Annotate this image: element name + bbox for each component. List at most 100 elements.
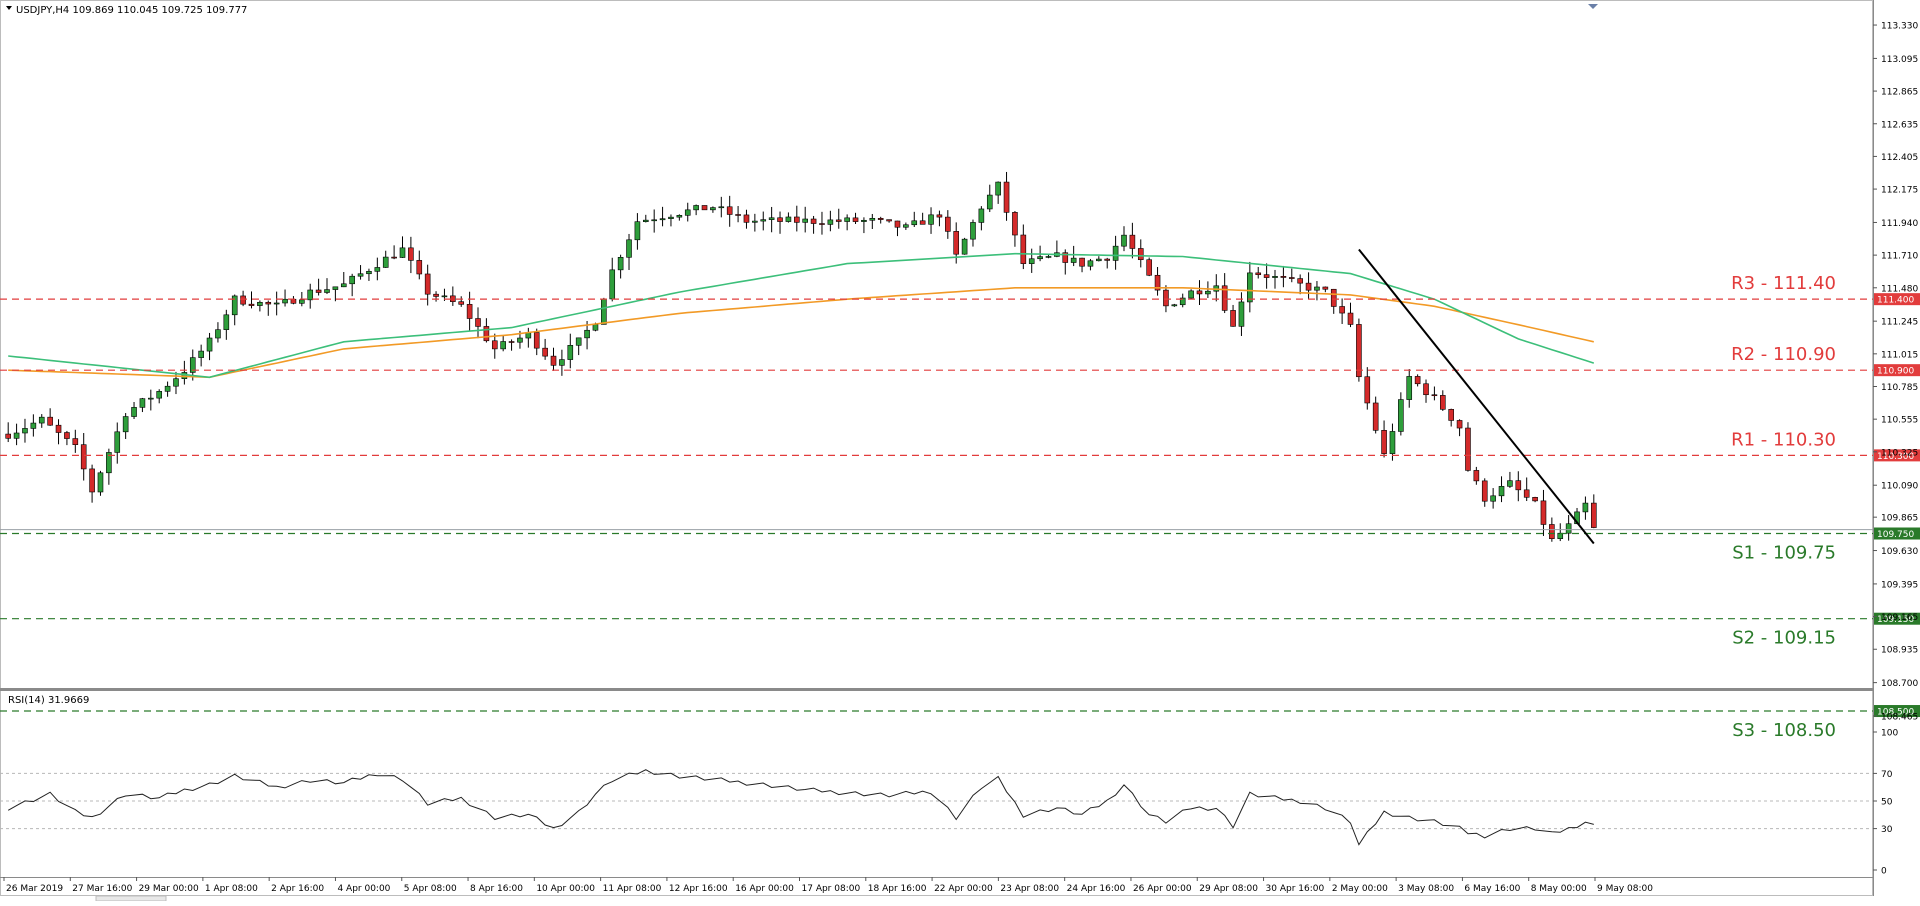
time-tick-label: 22 Apr 00:00 bbox=[934, 884, 993, 894]
candle-body bbox=[38, 416, 45, 424]
candle-body bbox=[1498, 486, 1505, 497]
candle-body bbox=[877, 217, 884, 220]
rsi-tick-label: 70 bbox=[1881, 770, 1893, 780]
candle-body bbox=[575, 337, 582, 346]
candle-body bbox=[642, 219, 649, 222]
candle-body bbox=[1247, 272, 1253, 303]
candle-body bbox=[1112, 245, 1119, 261]
candle-body bbox=[466, 304, 473, 319]
candle-body bbox=[1465, 427, 1471, 471]
level-label-resistance: R2 - 110.90 bbox=[1731, 344, 1836, 365]
candle-body bbox=[357, 273, 364, 277]
downtrend-line[interactable] bbox=[1358, 248, 1595, 545]
candle-body bbox=[1263, 274, 1270, 278]
time-tick-label: 18 Apr 16:00 bbox=[868, 884, 927, 894]
candle-body bbox=[1221, 285, 1228, 311]
time-tick-label: 10 Apr 00:00 bbox=[536, 884, 595, 894]
candle-body bbox=[231, 295, 238, 316]
candle-body bbox=[802, 218, 808, 223]
candle-body bbox=[1322, 286, 1329, 290]
level-badge-resistance bbox=[1874, 293, 1920, 306]
candle-body bbox=[1532, 497, 1538, 502]
candle-body bbox=[206, 337, 213, 352]
candle-body bbox=[122, 416, 129, 433]
candle-body bbox=[30, 422, 37, 429]
candle-body bbox=[1406, 376, 1413, 400]
level-label-support: S2 - 109.15 bbox=[1732, 628, 1836, 649]
time-tick-label: 3 May 08:00 bbox=[1398, 884, 1454, 894]
candle-body bbox=[1045, 256, 1052, 258]
moving-average-slow-line bbox=[8, 287, 1594, 379]
candle-body bbox=[382, 256, 389, 268]
candle-body bbox=[55, 424, 62, 433]
dropdown-triangle-icon[interactable] bbox=[6, 6, 12, 10]
candle-body bbox=[1280, 276, 1287, 278]
candle-body bbox=[735, 214, 741, 216]
candle-body bbox=[80, 444, 87, 470]
candle-body bbox=[114, 431, 121, 453]
candle-body bbox=[240, 295, 246, 305]
candle-body bbox=[919, 220, 926, 225]
candle-body bbox=[458, 301, 465, 305]
candle-body bbox=[1582, 502, 1589, 513]
candle-body bbox=[173, 378, 179, 387]
level-badge-text: 110.900 bbox=[1877, 367, 1914, 377]
candle-body bbox=[567, 345, 574, 360]
rsi-panel bbox=[7, 769, 1594, 846]
time-tick-label: 8 Apr 16:00 bbox=[470, 884, 523, 894]
time-tick-label: 17 Apr 08:00 bbox=[802, 884, 861, 894]
candle-body bbox=[1389, 431, 1396, 454]
candle-body bbox=[215, 329, 221, 339]
candle-body bbox=[1431, 394, 1438, 397]
candle-body bbox=[1230, 310, 1236, 327]
candle-body bbox=[89, 468, 95, 493]
chart-shift-marker-icon[interactable] bbox=[1588, 4, 1598, 9]
time-tick-label: 6 May 16:00 bbox=[1464, 884, 1520, 894]
candle-body bbox=[1523, 489, 1530, 498]
chart-frame bbox=[0, 0, 1873, 896]
candle-body bbox=[601, 298, 607, 325]
candle-body bbox=[13, 432, 20, 439]
candle-body bbox=[1087, 260, 1094, 267]
time-tick-label: 29 Apr 08:00 bbox=[1199, 884, 1258, 894]
candle-body bbox=[970, 222, 976, 240]
candle-body bbox=[1423, 383, 1429, 396]
candle-body bbox=[1490, 495, 1496, 502]
candle-body bbox=[726, 206, 733, 215]
candle-body bbox=[1238, 301, 1245, 327]
time-tick-label: 24 Apr 16:00 bbox=[1067, 884, 1126, 894]
time-tick-label: 2 Apr 16:00 bbox=[271, 884, 324, 894]
candle-body bbox=[911, 220, 918, 226]
candle-body bbox=[1104, 258, 1111, 261]
candle-body bbox=[1003, 181, 1010, 213]
candle-body bbox=[1255, 272, 1262, 275]
candle-body bbox=[265, 301, 272, 305]
candle-body bbox=[651, 219, 657, 222]
candle-body bbox=[693, 205, 699, 211]
horizontal-scrollbar-thumb[interactable] bbox=[95, 895, 167, 902]
candles bbox=[5, 171, 1597, 542]
candle-body bbox=[768, 217, 775, 220]
candle-body bbox=[198, 350, 204, 358]
time-axis: 26 Mar 2019 27 Mar 16:00 29 Mar 00:00 1 Apr… bbox=[3, 877, 1653, 902]
candle-body bbox=[1154, 274, 1161, 291]
candle-body bbox=[156, 391, 163, 399]
price-tick-label: 108.935 bbox=[1881, 646, 1918, 656]
candle-body bbox=[928, 214, 934, 225]
candle-body bbox=[835, 219, 842, 222]
candle-body bbox=[1364, 376, 1371, 404]
candle-body bbox=[542, 347, 548, 357]
candle-body bbox=[710, 207, 716, 211]
candle-body bbox=[315, 289, 322, 293]
candle-body bbox=[1163, 289, 1169, 307]
level-badge-support bbox=[1874, 527, 1920, 540]
candle-body bbox=[978, 208, 985, 223]
level-badge-resistance bbox=[1874, 449, 1920, 462]
candle-body bbox=[1188, 290, 1194, 299]
trendline[interactable] bbox=[1358, 248, 1595, 545]
candle-body bbox=[1549, 524, 1555, 539]
candle-body bbox=[533, 332, 540, 349]
candle-body bbox=[701, 205, 708, 211]
